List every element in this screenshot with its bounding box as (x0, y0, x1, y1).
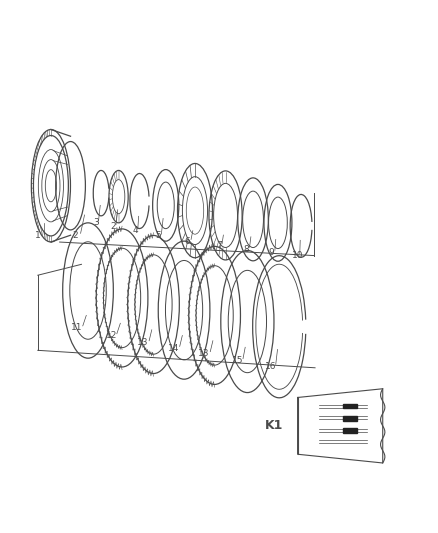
Text: 3: 3 (93, 219, 99, 228)
Text: 1: 1 (35, 231, 41, 240)
Text: 6: 6 (185, 237, 191, 246)
Text: 13: 13 (198, 349, 210, 358)
Text: 12: 12 (106, 331, 117, 340)
Text: 13: 13 (137, 338, 149, 347)
Text: 2: 2 (110, 222, 116, 231)
Text: 2: 2 (72, 231, 78, 239)
Text: 10: 10 (292, 251, 304, 260)
Text: K1: K1 (265, 419, 283, 432)
Text: 9: 9 (268, 248, 274, 256)
Polygon shape (343, 428, 357, 433)
Text: 11: 11 (71, 323, 83, 332)
Text: 14: 14 (168, 344, 179, 353)
Text: 15: 15 (232, 356, 243, 365)
Polygon shape (343, 416, 357, 421)
Text: 7: 7 (216, 241, 222, 250)
Text: 5: 5 (155, 231, 161, 240)
Text: 8: 8 (244, 245, 249, 254)
Text: 4: 4 (132, 226, 138, 235)
Text: 16: 16 (265, 361, 276, 370)
Polygon shape (343, 403, 357, 408)
